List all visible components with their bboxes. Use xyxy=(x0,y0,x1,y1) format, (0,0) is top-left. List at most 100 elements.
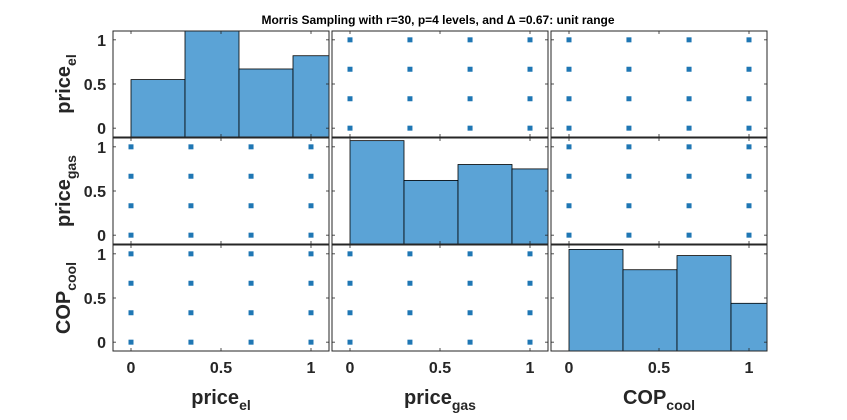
scatter-point-0-1-2-2 xyxy=(467,66,473,72)
panel-frame-1-0 xyxy=(112,137,330,245)
panel-bg-1-2 xyxy=(551,138,767,244)
scatter-point-2-0-2-3 xyxy=(248,251,254,257)
scatter-point-2-1-1-3 xyxy=(407,251,413,257)
histogram-bar-COP_cool-0 xyxy=(568,249,624,352)
scatter-point-1-2-2-0 xyxy=(686,232,692,238)
scatter-point-2-0-2-2 xyxy=(248,280,254,286)
scatter-point-1-0-1-0 xyxy=(188,232,194,238)
scatter-point-2-0-1-3 xyxy=(188,251,194,257)
x-tick-label: 0 xyxy=(565,360,574,377)
scatter-point-2-1-3-2 xyxy=(527,280,533,286)
x-tick-label: 0.5 xyxy=(648,360,670,377)
scatter-point-1-2-0-0 xyxy=(566,232,572,238)
scatter-point-2-1-1-0 xyxy=(407,339,413,345)
scatter-point-2-0-3-0 xyxy=(308,339,314,345)
histogram-bar-price_el-2 xyxy=(238,68,294,138)
scatter-point-1-0-3-1 xyxy=(308,203,314,209)
scatter-point-2-1-3-0 xyxy=(527,339,533,345)
x-axis-label-2: COPcool xyxy=(623,387,695,413)
y-tick-label: 0.5 xyxy=(84,291,106,308)
scatter-point-1-2-3-0 xyxy=(746,232,752,238)
scatter-point-2-1-2-1 xyxy=(467,310,473,316)
scatter-point-0-2-2-3 xyxy=(686,37,692,43)
y-axis-label-2: COPcool xyxy=(53,262,79,334)
scatter-point-0-1-0-2 xyxy=(347,66,353,72)
scatter-point-2-0-1-1 xyxy=(188,310,194,316)
scatter-point-1-0-1-3 xyxy=(188,144,194,150)
scatter-point-0-1-0-1 xyxy=(347,96,353,102)
scatter-point-1-0-2-0 xyxy=(248,232,254,238)
scatter-point-0-1-0-3 xyxy=(347,37,353,43)
panel-bg-2-0 xyxy=(113,245,329,351)
panel-frame-1-1 xyxy=(331,137,549,245)
scatter-point-0-1-2-1 xyxy=(467,96,473,102)
scatter-point-1-0-3-0 xyxy=(308,232,314,238)
x-axis-label-1: pricegas xyxy=(404,387,476,413)
scatter-point-1-2-0-3 xyxy=(566,144,572,150)
scatter-point-2-0-2-1 xyxy=(248,310,254,316)
scatter-point-2-0-0-1 xyxy=(128,310,134,316)
scatter-point-0-2-0-0 xyxy=(566,125,572,131)
panel-frame-0-1 xyxy=(331,30,549,138)
scatter-point-0-2-1-1 xyxy=(626,96,632,102)
scatter-point-1-0-1-1 xyxy=(188,203,194,209)
scatter-point-2-1-0-2 xyxy=(347,280,353,286)
scatter-point-2-0-3-2 xyxy=(308,280,314,286)
histogram-bar-price_el-3 xyxy=(292,55,330,138)
scatter-point-1-2-3-3 xyxy=(746,144,752,150)
scatter-point-0-1-3-0 xyxy=(527,125,533,131)
y-tick-label: 0.5 xyxy=(84,184,106,201)
scatter-point-2-1-0-1 xyxy=(347,310,353,316)
panel-frame-2-0 xyxy=(112,244,330,352)
scatter-point-1-2-0-2 xyxy=(566,173,572,179)
scatter-point-0-1-3-2 xyxy=(527,66,533,72)
scatter-point-2-0-1-0 xyxy=(188,339,194,345)
scatter-point-0-1-1-1 xyxy=(407,96,413,102)
scatter-point-1-0-0-1 xyxy=(128,203,134,209)
scatter-point-1-2-3-1 xyxy=(746,203,752,209)
scatter-point-0-1-3-3 xyxy=(527,37,533,43)
panel-frame-1-2 xyxy=(550,137,768,245)
histogram-bar-price_el-1 xyxy=(184,30,240,138)
scatter-point-1-2-1-1 xyxy=(626,203,632,209)
panel-frame-0-2 xyxy=(550,30,768,138)
scatter-point-2-1-0-0 xyxy=(347,339,353,345)
scatter-point-2-1-2-3 xyxy=(467,251,473,257)
y-tick-label: 1 xyxy=(97,247,106,264)
x-tick-label: 0.5 xyxy=(210,360,232,377)
histogram-bar-COP_cool-3 xyxy=(730,302,768,352)
scatter-point-1-0-0-3 xyxy=(128,144,134,150)
y-tick-label: 1 xyxy=(97,140,106,157)
y-tick-label: 0 xyxy=(97,228,106,245)
y-axis-label-1: pricegas xyxy=(53,155,79,227)
scatter-point-2-1-1-1 xyxy=(407,310,413,316)
histogram-bar-price_gas-1 xyxy=(403,179,459,245)
y-axis-label-0: priceel xyxy=(53,54,79,114)
scatter-point-0-2-1-2 xyxy=(626,66,632,72)
scatter-point-0-1-2-3 xyxy=(467,37,473,43)
scatter-point-0-1-1-2 xyxy=(407,66,413,72)
scatter-point-1-0-1-2 xyxy=(188,173,194,179)
histogram-bar-COP_cool-1 xyxy=(622,269,678,352)
scatter-point-1-2-2-1 xyxy=(686,203,692,209)
scatter-point-0-2-3-2 xyxy=(746,66,752,72)
scatter-point-1-2-1-0 xyxy=(626,232,632,238)
scatter-point-0-2-0-3 xyxy=(566,37,572,43)
panel-frame-0-0 xyxy=(112,30,330,138)
scatter-point-1-2-2-3 xyxy=(686,144,692,150)
scatter-point-2-0-3-1 xyxy=(308,310,314,316)
panel-bg-2-1 xyxy=(332,245,548,351)
histogram-bar-price_gas-2 xyxy=(457,164,513,245)
scatter-point-2-1-2-0 xyxy=(467,339,473,345)
x-tick-label: 1 xyxy=(745,360,754,377)
scatter-point-0-2-0-1 xyxy=(566,96,572,102)
scatter-point-1-2-2-2 xyxy=(686,173,692,179)
y-tick-label: 1 xyxy=(97,33,106,50)
y-tick-label: 0 xyxy=(97,335,106,352)
scatter-point-1-0-3-2 xyxy=(308,173,314,179)
scatter-point-0-2-3-1 xyxy=(746,96,752,102)
scatter-point-2-1-0-3 xyxy=(347,251,353,257)
x-tick-label: 1 xyxy=(526,360,535,377)
scatter-point-1-0-3-3 xyxy=(308,144,314,150)
